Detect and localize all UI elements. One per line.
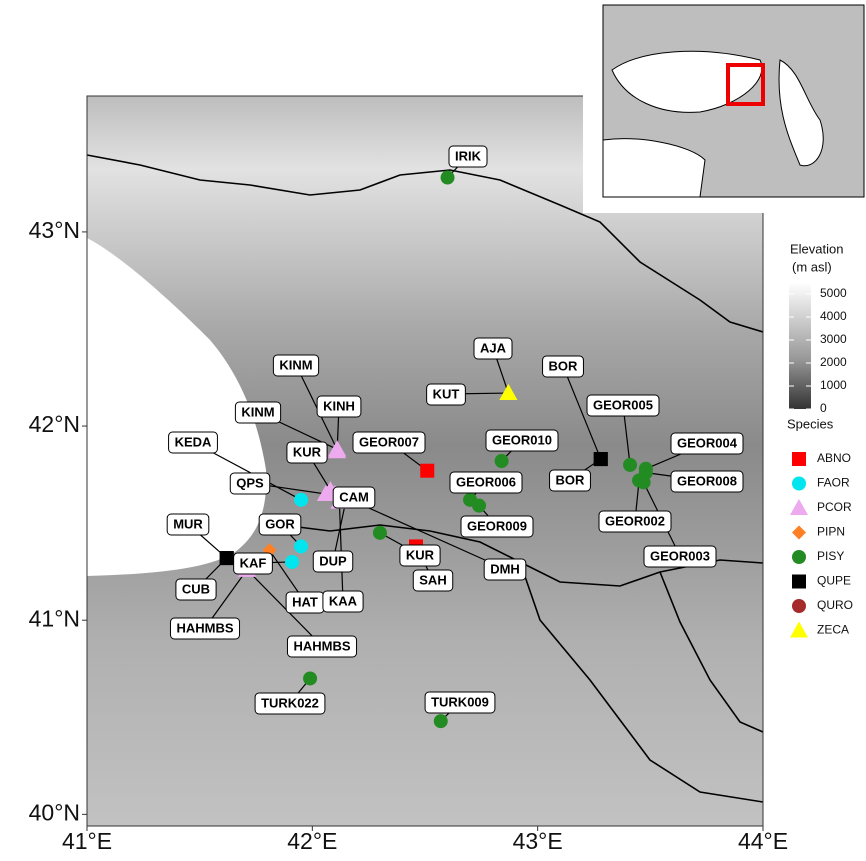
site-label: KEDA	[175, 434, 212, 449]
colorbar-tick-label: 2000	[820, 355, 847, 369]
site-marker	[495, 454, 509, 468]
legend-key	[790, 499, 808, 515]
x-tick-label: 42°E	[287, 828, 337, 854]
site-marker	[594, 452, 608, 466]
map-figure: Elevation (m asl) Species 41°E 42°E 43°E 44…	[0, 0, 866, 856]
site-label: TURK022	[261, 695, 319, 710]
legend-label: PISY	[817, 549, 844, 563]
site-label: KUR	[293, 444, 322, 459]
legend-label: PIPN	[817, 525, 845, 539]
site-label: GOR	[265, 516, 295, 531]
site-marker	[220, 551, 234, 565]
colorbar-tick-label: 1000	[820, 378, 847, 392]
legend-label: ABNO	[817, 451, 851, 465]
site-label: GEOR010	[492, 432, 552, 447]
legend-label: PCOR	[817, 500, 852, 514]
site-label: GEOR005	[593, 397, 653, 412]
site-label: KAF	[240, 555, 267, 570]
site-label: GEOR008	[677, 473, 737, 488]
colorbar-tick-label: 5000	[820, 286, 847, 300]
site-label: IRIK	[455, 148, 482, 163]
site-marker	[285, 555, 299, 569]
site-marker	[294, 539, 308, 553]
site-label: MUR	[173, 516, 203, 531]
site-label: DMH	[490, 561, 520, 576]
x-tick-label: 44°E	[738, 828, 788, 854]
legend-key	[792, 575, 806, 589]
site-marker	[637, 475, 651, 489]
site-label: GEOR007	[359, 434, 419, 449]
site-label: SAH	[419, 572, 446, 587]
legend-key	[792, 477, 806, 491]
y-tick-label: 40°N	[29, 799, 80, 825]
site-label: HAHMBS	[176, 620, 233, 635]
legend-title: Species	[787, 416, 834, 431]
legend-label: ZECA	[817, 623, 849, 637]
legend-key	[792, 452, 806, 466]
legend-label: QUPE	[817, 574, 851, 588]
site-label: KINM	[279, 357, 312, 372]
legend-key	[792, 550, 806, 564]
site-label: GEOR006	[456, 474, 516, 489]
site-label: GEOR009	[467, 518, 527, 533]
site-label: BOR	[556, 472, 586, 487]
colorbar-title: (m asl)	[792, 259, 832, 274]
legend-label: QURO	[817, 598, 853, 612]
site-label: GEOR003	[650, 548, 710, 563]
site-marker	[420, 464, 434, 478]
site-marker	[441, 171, 455, 185]
site-label: GEOR002	[605, 513, 665, 528]
x-tick-label: 41°E	[62, 828, 112, 854]
site-label: BOR	[549, 358, 579, 373]
site-label: KAA	[329, 593, 358, 608]
page: {"chart_data": {"type": "map", "xlim": […	[0, 0, 866, 861]
colorbar-tick-label: 3000	[820, 332, 847, 346]
site-label: CAM	[339, 489, 369, 504]
x-tick-label: 43°E	[513, 828, 563, 854]
legend-label: FAOR	[817, 476, 850, 490]
site-marker	[303, 671, 317, 685]
site-label: KUT	[433, 386, 460, 401]
site-label: DUP	[319, 553, 347, 568]
y-tick-label: 41°N	[29, 605, 80, 631]
y-tick-label: 42°N	[29, 411, 80, 437]
inset-map	[583, 0, 866, 213]
site-label: KINH	[323, 398, 355, 413]
site-label: KUR	[406, 547, 435, 562]
site-label: HAHMBS	[293, 638, 350, 653]
site-marker	[294, 493, 308, 507]
site-label: KINM	[241, 404, 274, 419]
site-marker	[623, 458, 637, 472]
site-label: AJA	[480, 340, 507, 355]
legend-key	[792, 526, 806, 540]
site-marker	[373, 526, 387, 540]
colorbar	[789, 283, 811, 410]
y-tick-label: 43°N	[29, 217, 80, 243]
legend-key	[790, 622, 808, 638]
colorbar-tick-label: 4000	[820, 309, 847, 323]
site-marker	[472, 499, 486, 513]
site-label: TURK009	[431, 694, 489, 709]
site-marker	[434, 714, 448, 728]
site-label: QPS	[236, 475, 264, 490]
legend-key	[792, 599, 806, 613]
colorbar-title: Elevation	[790, 241, 843, 256]
site-label: HAT	[292, 594, 318, 609]
colorbar-tick-label: 0	[820, 401, 827, 415]
site-label: CUB	[182, 581, 210, 596]
site-label: GEOR004	[677, 435, 738, 450]
